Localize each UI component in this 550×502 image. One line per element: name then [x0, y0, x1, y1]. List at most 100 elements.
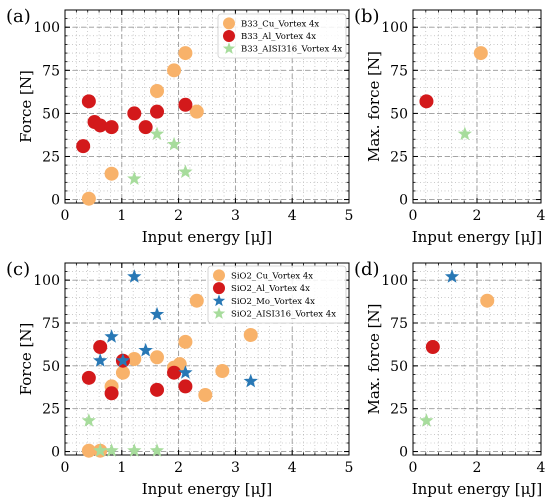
data-point: [127, 443, 142, 457]
x-tick-label: 2: [473, 460, 482, 476]
x-axis-label: Input energy [μJ]: [412, 228, 543, 246]
x-tick-label: 0: [409, 460, 418, 476]
data-point: [150, 83, 165, 98]
y-tick-label: 0: [51, 445, 60, 461]
y-axis-label: Force [N]: [17, 70, 35, 143]
panel-label: (d): [354, 259, 380, 280]
legend-marker: [223, 17, 235, 30]
panel-b: 0 2 4 0 25 50 75 100 Input energy [μJ] Max. force…: [354, 6, 546, 246]
legend-marker: [213, 269, 225, 282]
x-tick-label: 5: [345, 208, 354, 224]
y-tick-label: 100: [33, 273, 60, 289]
x-axis-label: Input energy [μJ]: [142, 228, 273, 246]
data-point: [167, 63, 182, 78]
y-tick-label: 100: [381, 20, 408, 36]
legend-marker: [223, 30, 235, 42]
panel-d: 0 2 4 0 25 50 75 100 Input energy [μJ] Max. force…: [354, 259, 546, 498]
y-axis-label: Force [N]: [17, 323, 35, 396]
panel-label: (c): [6, 259, 30, 280]
legend: SiO2_Cu_Vortex 4x SiO2_Al_Vortex 4x SiO2_M…: [207, 265, 347, 324]
y-tick-label: 0: [51, 193, 60, 209]
x-axis-label: Input energy [μJ]: [142, 480, 273, 498]
legend-entry-label: SiO2_Cu_Vortex 4x: [231, 271, 313, 281]
legend-entry-label: SiO2_AISI316_Vortex 4x: [231, 310, 336, 320]
y-tick-label: 75: [390, 316, 408, 332]
panel-label: (a): [6, 6, 31, 27]
data-point: [150, 104, 165, 119]
plot-frame: [64, 9, 350, 204]
data-point: [215, 364, 230, 378]
y-tick-label: 100: [33, 20, 60, 36]
data-point: [93, 340, 108, 354]
x-tick-label: 4: [288, 208, 297, 224]
data-point: [115, 365, 130, 380]
data-point: [178, 334, 193, 349]
data-point: [480, 293, 495, 308]
y-tick-label: 0: [399, 193, 408, 209]
data-point: [178, 365, 193, 379]
data-point: [93, 443, 108, 457]
data-point: [76, 139, 91, 154]
data-point: [127, 269, 142, 283]
data-point: [104, 443, 119, 457]
legend-marker: [213, 282, 225, 295]
y-axis-label: Max. force [N]: [365, 304, 383, 415]
x-tick-label: 4: [288, 460, 297, 476]
legend-marker: [212, 294, 226, 307]
x-tick-label: 1: [117, 460, 126, 476]
data-point: [81, 94, 96, 109]
data-point: [178, 46, 193, 61]
y-tick-label: 50: [390, 359, 408, 375]
y-tick-label: 25: [42, 402, 60, 418]
data-point: [115, 353, 131, 367]
x-tick-label: 4: [537, 460, 546, 476]
legend-marker: [222, 42, 236, 54]
data-point: [104, 329, 119, 343]
legend-box: [207, 265, 347, 324]
data-point: [243, 328, 258, 342]
y-tick-label: 0: [399, 445, 408, 461]
y-tick-label: 25: [42, 149, 60, 165]
y-tick-label: 75: [42, 63, 60, 79]
x-tick-label: 2: [174, 460, 183, 476]
data-point: [150, 350, 165, 365]
legend-entry-label: B33_Cu_Vortex 4x: [241, 19, 319, 29]
legend-entry-label: B33_AISI316_Vortex 4x: [241, 45, 342, 55]
data-point: [81, 443, 96, 458]
data-point: [127, 171, 142, 185]
data-point: [81, 191, 96, 206]
data-point: [104, 166, 119, 181]
data-point: [473, 46, 488, 61]
data-point: [419, 413, 434, 427]
data-point: [81, 413, 96, 427]
data-point: [178, 379, 193, 394]
legend-entry-label: SiO2_Mo_Vortex 4x: [231, 297, 315, 307]
data-point: [138, 342, 153, 357]
data-point: [425, 340, 440, 354]
x-axis-label: Input energy [μJ]: [412, 480, 543, 498]
y-tick-label: 100: [381, 273, 408, 289]
y-tick-label: 75: [390, 63, 408, 79]
legend-entry-label: B33_Al_Vortex 4x: [241, 32, 316, 42]
data-point: [150, 382, 165, 397]
plot-frame: [64, 262, 350, 456]
data-point: [127, 352, 142, 366]
data-point: [243, 373, 258, 388]
data-point: [149, 126, 165, 141]
x-tick-label: 2: [473, 208, 482, 224]
data-point: [178, 164, 193, 179]
legend-entry-label: SiO2_Al_Vortex 4x: [231, 284, 310, 294]
data-point: [178, 97, 193, 112]
data-point: [149, 306, 165, 321]
data-point: [419, 94, 434, 109]
data-point: [93, 118, 108, 133]
x-tick-label: 3: [231, 208, 240, 224]
data-point: [81, 370, 96, 385]
legend: B33_Cu_Vortex 4x B33_Al_Vortex 4x B33_AISI…: [217, 13, 347, 59]
y-tick-label: 50: [390, 106, 408, 122]
data-point: [189, 104, 204, 119]
data-point: [198, 388, 213, 402]
x-tick-label: 1: [117, 208, 126, 224]
data-point: [149, 443, 165, 457]
